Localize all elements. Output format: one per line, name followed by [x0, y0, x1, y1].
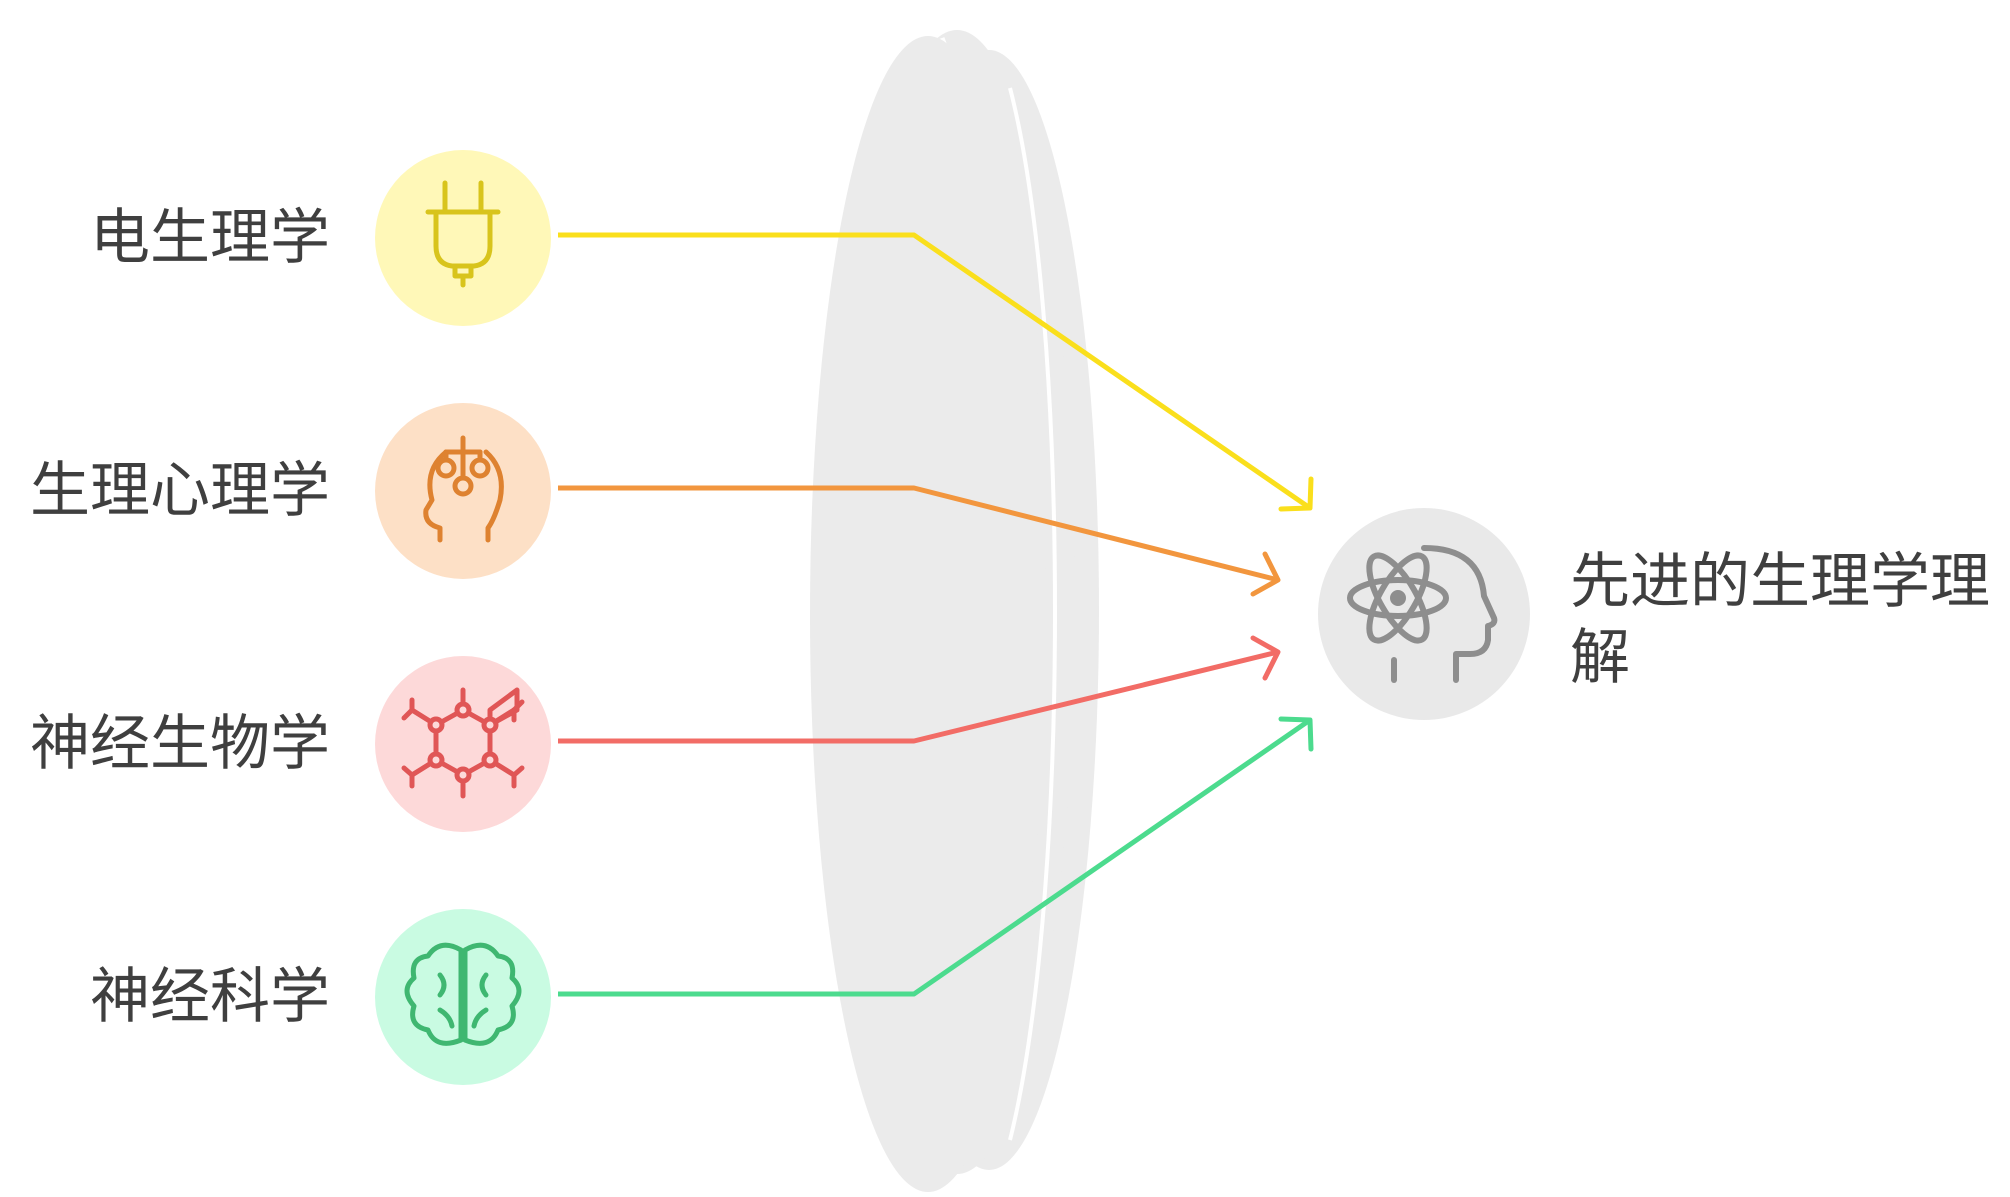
connector-physiological-psychology: [558, 485, 1281, 597]
label-neurobiology: 神经生物学: [30, 709, 330, 779]
label-electrophysiology: 电生理学: [90, 203, 330, 273]
label-output: 先进的生理学理解: [1570, 547, 1990, 693]
input-circle-physiological-psychology: [375, 403, 551, 579]
label-neuroscience: 神经科学: [90, 962, 330, 1032]
lens-icon: [810, 30, 1099, 1192]
connector-electrophysiology: [558, 232, 1314, 512]
input-circle-neurobiology: [375, 656, 551, 832]
connector-neuroscience: [558, 716, 1314, 997]
connector-neurobiology: [558, 635, 1281, 744]
input-circle-electrophysiology: [375, 150, 551, 326]
molecule-icon: [401, 687, 525, 799]
plug-icon: [425, 180, 501, 288]
atom-head-icon: [1347, 545, 1498, 683]
brain-icon: [404, 942, 522, 1046]
label-physiological-psychology: 生理心理学: [30, 456, 330, 526]
head-circuit-icon: [423, 435, 504, 543]
